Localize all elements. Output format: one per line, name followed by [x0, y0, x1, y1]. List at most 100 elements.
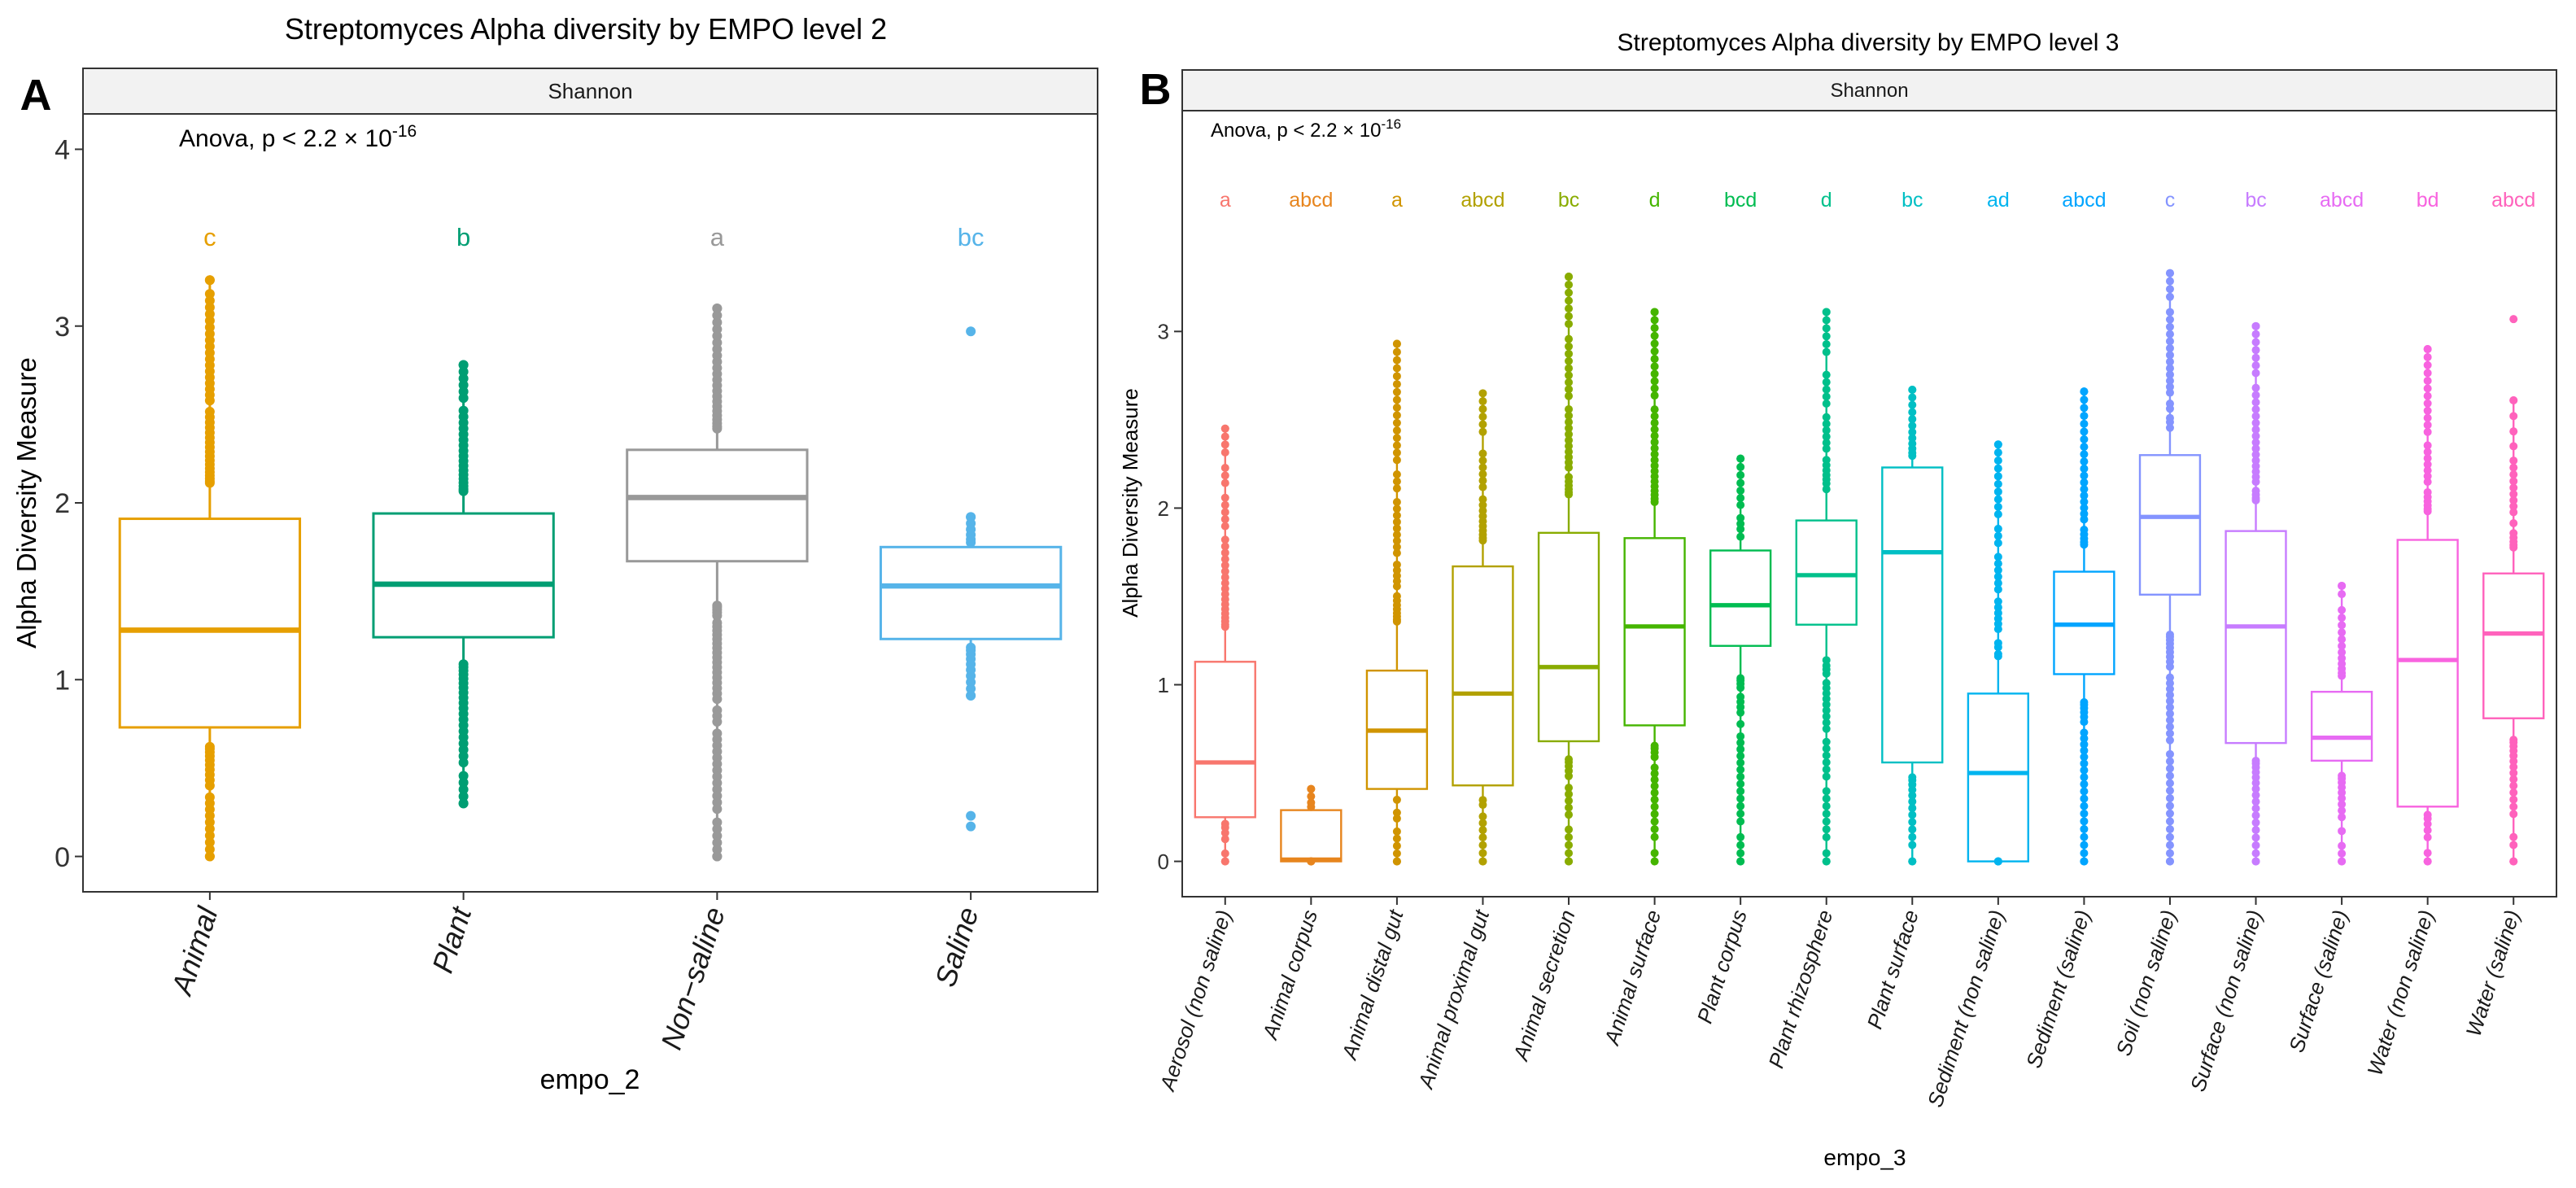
outlier-point — [1565, 334, 1574, 343]
outlier-point — [1822, 857, 1831, 866]
outlier-point — [2080, 766, 2089, 775]
b-box-9: bc — [1881, 189, 1944, 866]
outlier-point — [2509, 775, 2518, 784]
outlier-point — [1736, 493, 1745, 502]
outlier-point — [2251, 346, 2260, 355]
outlier-point — [1736, 780, 1745, 788]
outlier-point — [2165, 809, 2174, 818]
outlier-point — [1736, 532, 1745, 541]
outlier-point — [1220, 471, 1229, 480]
outlier-point — [1392, 536, 1401, 545]
outlier-point — [1650, 405, 1659, 414]
outlier-point — [2509, 519, 2518, 528]
outlier-point — [1650, 817, 1659, 826]
outlier-point — [1993, 566, 2002, 574]
outlier-point — [2251, 456, 2260, 465]
outlier-point — [2080, 857, 2089, 866]
outlier-point — [2080, 412, 2089, 421]
outlier-point — [1650, 362, 1659, 371]
outlier-point — [1993, 585, 2002, 594]
outlier-point — [2423, 448, 2432, 456]
outlier-point — [1220, 464, 1229, 473]
a-x-tick-label: Plant — [426, 902, 478, 977]
box-body — [1881, 466, 1944, 764]
outlier-point — [2251, 804, 2260, 813]
b-y-tick-label: 1 — [1158, 673, 1169, 697]
outlier-point — [1392, 411, 1401, 420]
outlier-point — [2338, 635, 2347, 644]
outlier-point — [2165, 779, 2174, 788]
outlier-point — [1565, 771, 1574, 780]
a-y-tick-label: 1 — [55, 666, 70, 697]
outlier-point — [1478, 826, 1487, 835]
outlier-point — [1478, 506, 1487, 515]
outlier-point — [2338, 841, 2347, 850]
outlier-point — [2251, 797, 2260, 806]
box-body — [626, 448, 809, 563]
outlier-point — [2338, 641, 2347, 650]
box-body — [372, 512, 555, 639]
outlier-point — [2080, 491, 2089, 500]
outlier-point — [1565, 304, 1574, 313]
panel-b-x-axis-label: empo_3 — [1823, 1145, 1906, 1170]
outlier-point — [1822, 810, 1831, 819]
outlier-point — [1650, 331, 1659, 340]
outlier-point — [1478, 500, 1487, 509]
outlier-point — [1736, 500, 1745, 509]
outlier-point — [1650, 450, 1659, 459]
outlier-point — [1392, 849, 1401, 858]
outlier-point — [1220, 567, 1229, 576]
outlier-point — [1565, 342, 1574, 351]
outlier-point — [1822, 724, 1831, 733]
outlier-point — [2509, 470, 2518, 479]
outlier-point — [2165, 351, 2174, 360]
outlier-point — [2165, 771, 2174, 780]
outlier-point — [2338, 581, 2347, 590]
a-box-3: a — [626, 223, 809, 862]
outlier-point — [1736, 794, 1745, 803]
b-x-tick-label: Aerosol (non saline) — [1155, 907, 1237, 1095]
outlier-point — [1478, 857, 1487, 866]
outlier-point — [1822, 737, 1831, 746]
outlier-point — [712, 317, 723, 328]
b-x-tick-label: Animal proximal gut — [1412, 906, 1494, 1093]
outlier-point — [1822, 832, 1831, 841]
b-box-2: abcd — [1280, 189, 1343, 866]
b-x-tick-label: Sediment (non saline) — [1923, 907, 2010, 1111]
outlier-point — [2165, 757, 2174, 766]
outlier-point — [2165, 285, 2174, 294]
b-y-tick-label: 2 — [1158, 496, 1169, 521]
outlier-point — [1993, 487, 2002, 496]
outlier-point — [1565, 364, 1574, 373]
significance-letter: b — [456, 223, 470, 251]
outlier-point — [1650, 308, 1659, 317]
outlier-point — [2338, 605, 2347, 614]
outlier-point — [204, 844, 215, 854]
outlier-point — [2338, 813, 2347, 822]
outlier-point — [1736, 454, 1745, 463]
outlier-point — [712, 610, 723, 621]
outlier-point — [712, 310, 723, 321]
outlier-point — [2165, 315, 2174, 324]
outlier-point — [1478, 495, 1487, 504]
outlier-point — [1565, 797, 1574, 806]
a-y-tick-label: 2 — [55, 488, 70, 519]
outlier-point — [458, 405, 469, 416]
outlier-point — [1307, 792, 1316, 801]
outlier-point — [1650, 763, 1659, 772]
outlier-point — [2165, 691, 2174, 700]
outlier-point — [1478, 833, 1487, 842]
outlier-point — [1908, 832, 1917, 841]
outlier-point — [1736, 787, 1745, 796]
outlier-point — [458, 373, 469, 384]
outlier-point — [2165, 817, 2174, 826]
outlier-point — [1822, 801, 1831, 810]
outlier-point — [1822, 794, 1831, 803]
outlier-point — [2080, 734, 2089, 743]
outlier-point — [1650, 810, 1659, 819]
outlier-point — [2165, 308, 2174, 317]
panel-b-y-axis: 0 1 2 3 — [1158, 320, 1182, 874]
outlier-point — [2509, 795, 2518, 804]
outlier-point — [1220, 849, 1229, 858]
